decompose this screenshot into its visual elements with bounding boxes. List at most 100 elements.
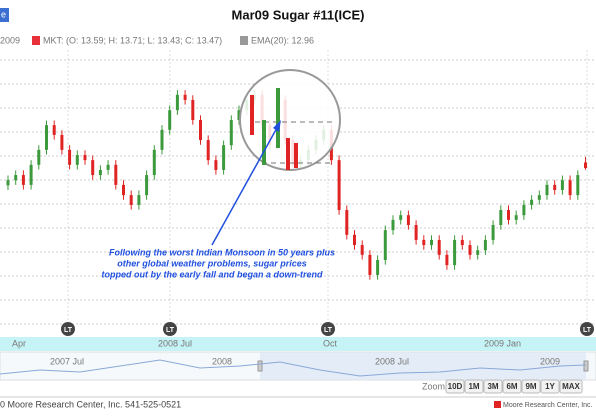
event-label: LT — [64, 327, 73, 334]
event-marker[interactable] — [580, 322, 594, 336]
event-label: LT — [324, 327, 333, 334]
candle-body — [499, 210, 503, 225]
tab — [0, 8, 9, 22]
candle-body — [453, 239, 457, 266]
candle-body — [222, 145, 226, 170]
candle-body — [45, 125, 48, 150]
x-tick-label: 2009 Jan — [484, 338, 521, 348]
navigator-label: 2009 — [540, 356, 560, 366]
candle-body — [114, 164, 118, 185]
magnifier-candle — [294, 143, 298, 168]
x-tick-label: Apr — [12, 338, 26, 348]
navigator-handle[interactable] — [583, 360, 589, 372]
annotation: Following the worst Indian Monsoon in 50… — [109, 247, 335, 257]
zoom-button[interactable] — [464, 379, 484, 394]
candle-body — [83, 155, 87, 161]
candle-body — [68, 149, 72, 165]
candle-body — [183, 94, 187, 100]
legend-label: EMA(20): 12.96 — [251, 35, 314, 45]
magnifier-candle — [250, 95, 254, 135]
annotation: other global weather problems, sugar pri… — [117, 258, 307, 268]
chart-title: Mar09 Sugar #11(ICE) — [232, 7, 365, 22]
navigator-handle[interactable] — [257, 360, 263, 372]
candle-body — [560, 180, 564, 190]
navigator-window[interactable] — [260, 352, 586, 380]
zoom-button-label: 1Y — [545, 382, 555, 391]
candle-body — [530, 199, 534, 205]
candle-body — [14, 175, 18, 181]
candle-body — [129, 195, 133, 205]
candle-body — [145, 175, 149, 196]
zoom-button-label: 10D — [448, 382, 463, 391]
candle-body — [545, 184, 549, 196]
candle-body — [514, 215, 518, 220]
zoom-button-label: 1M — [468, 382, 479, 391]
zoom-button[interactable] — [559, 379, 583, 394]
candle-body — [75, 155, 79, 165]
candle-body — [152, 149, 156, 176]
zoom-button[interactable] — [483, 379, 503, 394]
tab-label: e — [1, 9, 6, 19]
magnifier-candle — [276, 88, 280, 148]
legend-swatch — [240, 36, 248, 45]
x-tick-label: 2008 Jul — [158, 338, 192, 348]
candle-body — [368, 254, 372, 275]
date-label: 2009 — [0, 35, 20, 45]
event-marker[interactable] — [61, 322, 75, 336]
zoom-button-label: MAX — [562, 382, 580, 391]
candle-body — [383, 230, 387, 260]
footer-logo — [494, 401, 501, 408]
candle-body — [160, 129, 164, 150]
candle-body — [106, 164, 110, 170]
zoom-button-label: 6M — [506, 382, 517, 391]
candle-body — [6, 180, 10, 186]
navigator-label: 2008 — [212, 356, 232, 366]
candle-body — [422, 239, 426, 246]
candle-body — [175, 94, 179, 111]
arrow-head — [273, 120, 281, 132]
candle-body — [491, 225, 495, 240]
magnifier-candle — [262, 120, 266, 165]
candle-body — [52, 125, 56, 135]
footer-right: Moore Research Center, Inc. — [503, 402, 593, 409]
candle-body — [345, 210, 349, 235]
annotation: topped out by the early fall and began a… — [101, 269, 323, 279]
candle-body — [60, 134, 64, 150]
candle-body — [460, 239, 464, 246]
legend-swatch — [32, 36, 40, 45]
candle-body — [445, 254, 449, 266]
navigator-label: 2008 Jul — [375, 356, 409, 366]
x-axis-band — [0, 337, 596, 351]
candle-body — [168, 110, 172, 130]
candle-body — [37, 149, 41, 165]
zoom-button[interactable] — [540, 379, 560, 394]
magnifier-candle — [286, 138, 290, 170]
candle-body — [360, 245, 364, 255]
candle-body — [507, 210, 510, 220]
event-marker[interactable] — [321, 322, 335, 336]
navigator-line — [0, 359, 587, 377]
candle-body — [214, 160, 218, 170]
candle-body — [98, 169, 102, 176]
candle-body — [29, 164, 33, 185]
zoom-button[interactable] — [445, 379, 465, 394]
event-marker[interactable] — [163, 322, 177, 336]
candle-body — [122, 184, 125, 196]
candle-body — [414, 225, 418, 240]
candle-body — [137, 195, 141, 205]
zoom-button[interactable] — [521, 379, 541, 394]
candle-body — [206, 140, 210, 161]
candle-body — [399, 215, 403, 220]
candle-body — [537, 195, 541, 200]
candle-body — [21, 175, 25, 185]
x-tick-label: Oct — [323, 338, 338, 348]
candle-body — [568, 180, 572, 196]
candle-body — [406, 215, 410, 225]
candle-body — [229, 120, 233, 146]
candle-body — [353, 234, 356, 246]
candle-body — [391, 219, 395, 231]
zoom-button[interactable] — [502, 379, 522, 394]
annotation-arrow — [211, 125, 279, 246]
candle-body — [191, 99, 195, 120]
